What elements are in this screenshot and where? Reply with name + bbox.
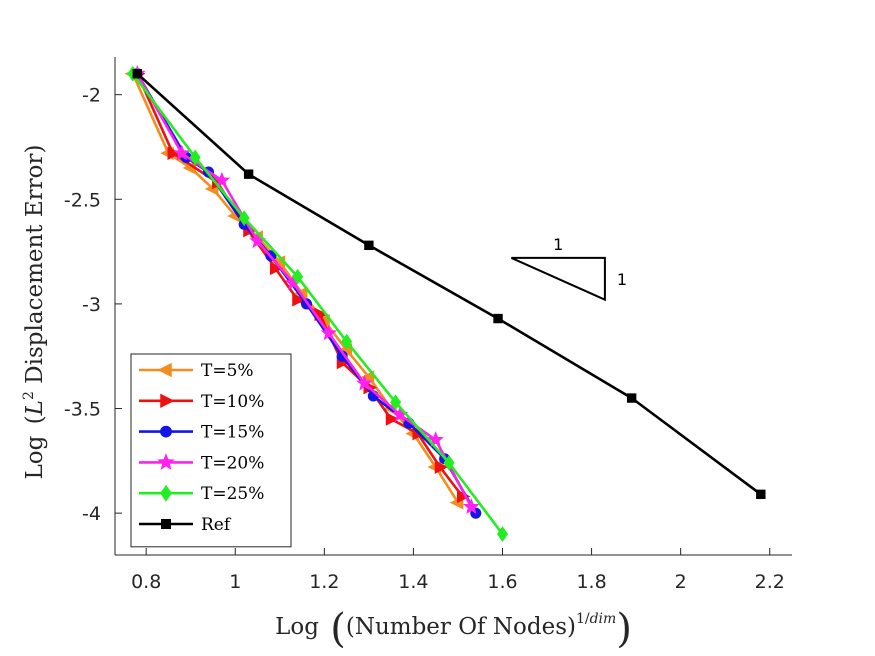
data-point-t-25: [292, 268, 304, 285]
data-point-t-20: [213, 171, 231, 188]
legend: T=5% T=10% T=15% T=20% T=25% Ref: [130, 353, 292, 548]
y-axis-title: Log (L2 Displacement Error): [21, 145, 48, 480]
data-point-t-25: [443, 455, 455, 471]
y-tick-label: -2: [82, 85, 101, 107]
legend-swatch-marker: [160, 484, 172, 502]
data-point-t-25: [189, 149, 201, 166]
y-tick-label: -3: [82, 294, 101, 316]
legend-entry-t-10: T=10%: [139, 392, 264, 412]
legend-box: [130, 353, 292, 548]
data-point-t-20: [320, 324, 338, 341]
data-point-ref: [493, 313, 503, 324]
y-tick-label: -3.5: [64, 399, 101, 421]
data-point-ref: [243, 169, 254, 179]
series-t-25: [127, 65, 509, 542]
data-point-t-10: [434, 460, 449, 474]
data-point-t-10: [167, 146, 182, 161]
y-axis-title-script: L: [22, 400, 48, 416]
x-axis-title-prefix: Log: [275, 614, 319, 640]
axes: 0.8 1 1.2 1.4 1.6 1.8 2 2.2 -2 -2.5 -3 -3.5 -4: [64, 57, 792, 593]
data-point-ref: [626, 393, 637, 403]
x-tick-label: 1: [229, 571, 241, 593]
x-tick-label: 0.8: [131, 571, 161, 593]
legend-label: T=20%: [201, 453, 264, 473]
x-axis-title-inner: (Number Of Nodes): [346, 614, 576, 640]
data-point-t-25: [341, 333, 353, 350]
legend-swatch-marker: [160, 393, 175, 408]
legend-swatch-marker: [160, 425, 172, 438]
data-point-ref: [756, 489, 766, 500]
data-point-ref: [132, 69, 142, 79]
x-tick-label: 1.2: [309, 571, 339, 593]
legend-entry-t-20: T=20%: [139, 453, 264, 473]
legend-swatch-marker: [157, 453, 175, 470]
data-point-t-25: [496, 526, 509, 542]
plot-area: [124, 64, 766, 542]
x-axis-title: Log ((Number Of Nodes)1/dim): [275, 606, 632, 652]
slope-triangle: [510, 256, 606, 302]
data-point-ref: [364, 240, 374, 251]
y-tick-label: -2.5: [64, 189, 101, 211]
x-axis-title-sup: 1/: [576, 611, 590, 627]
y-axis-title-rest: Displacement Error: [22, 154, 48, 392]
legend-label: Ref: [201, 515, 232, 535]
x-tick-label: 1.8: [576, 571, 606, 593]
data-point-t-10: [385, 412, 400, 426]
x-tick-label: 1.6: [487, 571, 517, 593]
x-tick-label: 2: [675, 571, 687, 593]
series-ref: [132, 69, 766, 500]
legend-entry-t-5: T=5%: [139, 361, 254, 381]
data-point-t-10: [292, 292, 306, 307]
x-tick-label: 2.2: [755, 571, 785, 593]
series-line-ref: [136, 72, 762, 496]
y-axis-title-prefix: Log: [22, 435, 48, 479]
x-axis-title-sup-italic: dim: [590, 611, 617, 627]
data-point-t-20: [463, 498, 480, 514]
slope-triangle-run-label: 1: [553, 235, 563, 254]
slope-triangle-annotation: 11: [510, 235, 627, 302]
data-point-t-20: [173, 144, 191, 161]
legend-label: T=15%: [201, 423, 264, 443]
y-tick-label: -4: [82, 503, 101, 525]
data-point-t-20: [356, 374, 373, 391]
legend-label: T=5%: [201, 361, 254, 381]
legend-entry-ref: Ref: [139, 515, 232, 535]
series-line-t-25: [131, 72, 504, 535]
data-point-t-25: [238, 210, 250, 226]
y-axis-title-sup: 2: [21, 391, 37, 400]
data-point-t-25: [390, 394, 402, 411]
legend-swatch-marker: [161, 519, 171, 529]
x-tick-label: 1.4: [398, 571, 428, 593]
data-point-t-20: [427, 431, 444, 447]
legend-label: T=10%: [201, 392, 264, 412]
legend-label: T=25%: [201, 484, 264, 504]
legend-swatch-marker: [157, 362, 172, 378]
slope-triangle-rise-label: 1: [617, 270, 627, 289]
legend-entry-t-25: T=25%: [139, 484, 264, 504]
legend-entry-t-15: T=15%: [139, 423, 264, 443]
